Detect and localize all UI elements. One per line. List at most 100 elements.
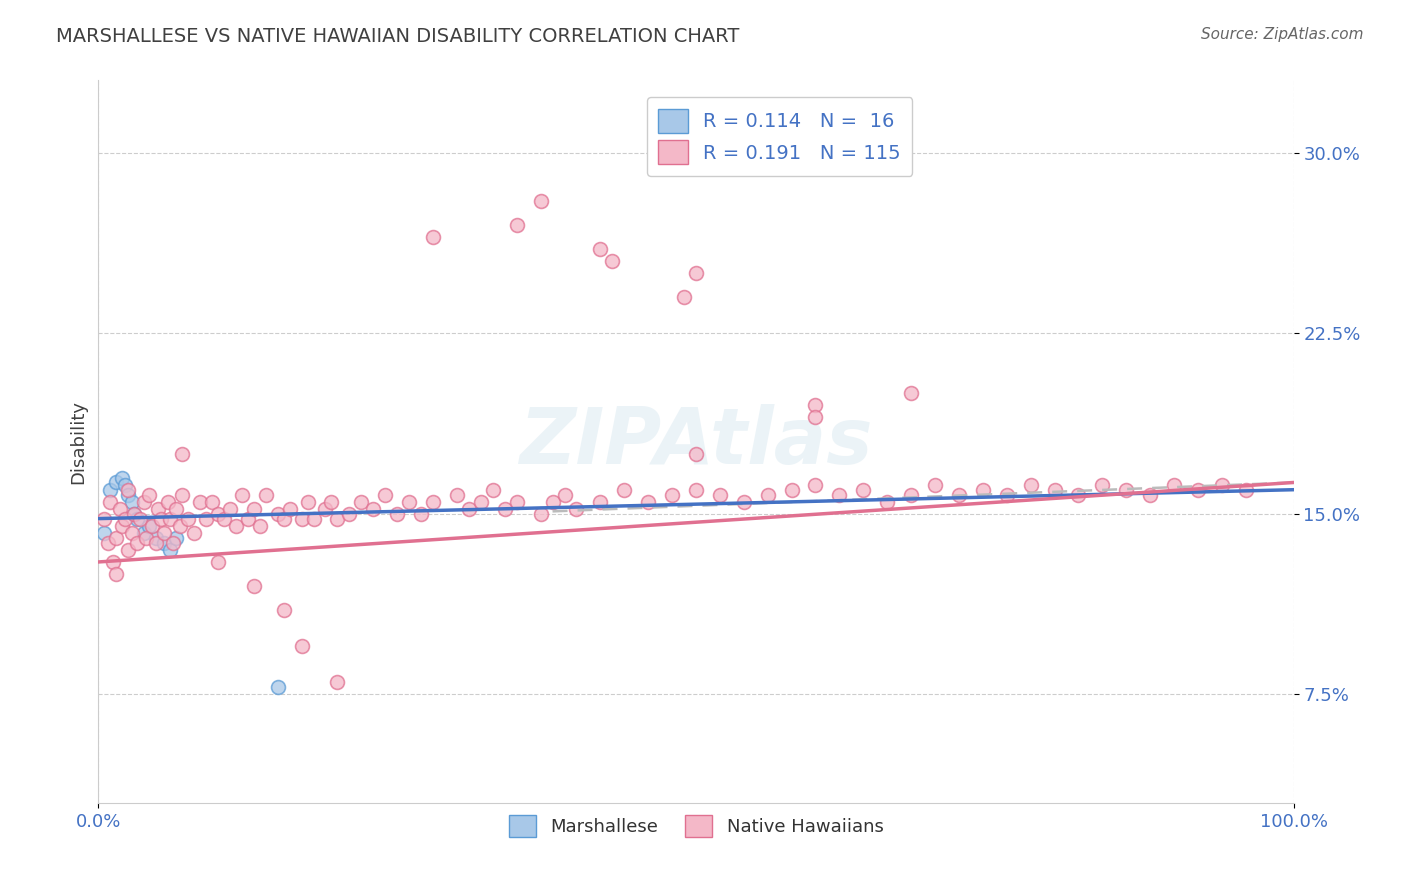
Text: Source: ZipAtlas.com: Source: ZipAtlas.com (1201, 27, 1364, 42)
Point (108, 502, 131, 516)
Point (804, 478, 827, 492)
Point (339, 507, 361, 521)
Point (494, 502, 516, 516)
Point (685, 483, 707, 497)
Point (1043, 483, 1066, 497)
Point (733, 494, 755, 508)
Point (231, 487, 253, 501)
Point (602, 253, 624, 268)
Point (924, 478, 946, 492)
Point (1234, 483, 1257, 497)
Point (685, 447, 707, 461)
Point (291, 639, 314, 653)
Point (93, 526, 115, 541)
Legend: Marshallese, Native Hawaiians: Marshallese, Native Hawaiians (502, 808, 890, 845)
Point (302, 511, 325, 525)
Point (530, 194, 553, 208)
Point (350, 494, 373, 508)
Point (481, 483, 505, 497)
Y-axis label: Disability: Disability (69, 400, 87, 483)
Point (101, 555, 124, 569)
Point (195, 511, 218, 525)
Point (165, 531, 187, 545)
Point (149, 511, 172, 525)
Point (637, 494, 659, 508)
Point (685, 266, 707, 280)
Point (1187, 483, 1209, 497)
Point (470, 494, 492, 508)
Point (273, 603, 295, 617)
Point (105, 475, 128, 490)
Point (177, 511, 200, 525)
Point (225, 519, 247, 533)
Point (98, 483, 122, 497)
Point (159, 511, 181, 525)
Point (212, 511, 235, 525)
Point (1211, 478, 1233, 492)
Point (207, 507, 229, 521)
Point (165, 502, 187, 516)
Point (117, 483, 139, 497)
Point (172, 487, 194, 501)
Point (422, 494, 444, 508)
Point (236, 511, 259, 525)
Point (111, 471, 134, 485)
Point (1067, 487, 1090, 501)
Point (1163, 478, 1185, 492)
Point (132, 494, 155, 508)
Point (148, 502, 170, 516)
Point (589, 494, 612, 508)
Point (125, 535, 148, 549)
Point (972, 483, 994, 497)
Point (1115, 483, 1137, 497)
Point (374, 487, 396, 501)
Point (326, 511, 349, 525)
Point (117, 542, 139, 557)
Text: ZIPAtlas: ZIPAtlas (519, 403, 873, 480)
Point (138, 487, 160, 501)
Point (98, 494, 122, 508)
Point (1019, 478, 1042, 492)
Point (145, 535, 167, 549)
Point (948, 487, 970, 501)
Point (315, 502, 337, 516)
Point (141, 519, 163, 533)
Point (422, 229, 444, 244)
Point (995, 487, 1018, 501)
Point (243, 579, 266, 593)
Point (219, 502, 242, 516)
Point (613, 483, 636, 497)
Point (243, 502, 266, 516)
Point (321, 494, 343, 508)
Point (326, 675, 349, 690)
Point (249, 519, 271, 533)
Point (114, 511, 136, 525)
Point (267, 507, 290, 521)
Point (1091, 478, 1114, 492)
Point (506, 494, 529, 508)
Point (1139, 487, 1161, 501)
Point (530, 507, 553, 521)
Point (297, 494, 319, 508)
Point (541, 494, 564, 508)
Point (105, 531, 128, 545)
Point (506, 218, 529, 232)
Point (273, 511, 295, 525)
Point (278, 502, 301, 516)
Point (254, 487, 277, 501)
Point (156, 494, 179, 508)
Point (97, 535, 120, 549)
Point (756, 487, 779, 501)
Point (124, 507, 146, 521)
Point (117, 487, 139, 501)
Text: MARSHALLESE VS NATIVE HAWAIIAN DISABILITY CORRELATION CHART: MARSHALLESE VS NATIVE HAWAIIAN DISABILIT… (56, 27, 740, 45)
Point (267, 680, 290, 694)
Point (124, 507, 146, 521)
Point (188, 494, 211, 508)
Point (852, 483, 875, 497)
Point (363, 502, 385, 516)
Point (93, 511, 115, 525)
Point (159, 542, 181, 557)
Point (661, 487, 683, 501)
Point (446, 487, 468, 501)
